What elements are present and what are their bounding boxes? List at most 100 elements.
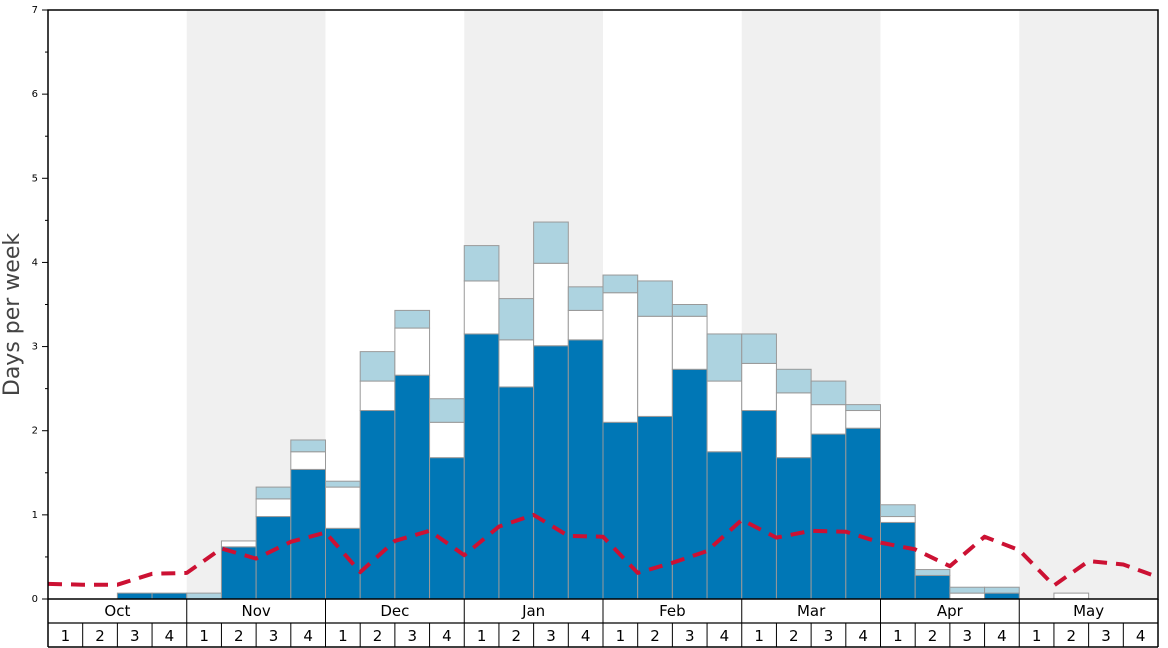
bar-top-segment: [671, 304, 708, 317]
week-label: 4: [997, 627, 1007, 645]
bar-middle-segment: [1053, 592, 1090, 600]
y-tick-label: 5: [32, 173, 38, 184]
week-label: 1: [1032, 627, 1042, 645]
bar-middle-segment: [567, 309, 604, 341]
bar-top-segment: [810, 380, 847, 406]
bar-top-segment: [290, 439, 326, 453]
bar-middle-segment: [706, 380, 743, 453]
bar-bottom-segment: [463, 333, 500, 600]
y-tick-label: 7: [32, 5, 38, 16]
bar-middle-segment: [845, 410, 881, 429]
month-label-feb: Feb: [659, 602, 686, 620]
bar-middle-segment: [255, 498, 292, 518]
week-label: 3: [130, 627, 140, 645]
week-label: 2: [95, 627, 105, 645]
week-label: 2: [234, 627, 244, 645]
plot-frame: [47, 9, 1159, 600]
week-label: 1: [893, 627, 903, 645]
bar-bottom-segment: [984, 592, 1020, 600]
bar-middle-segment: [949, 592, 986, 600]
average-line-group: [47, 512, 1159, 588]
bar-middle-segment: [671, 315, 708, 370]
month-label-may: May: [1073, 602, 1104, 620]
bar-middle-segment: [359, 380, 396, 412]
bar-top-segment: [533, 221, 569, 264]
y-tick-label: 0: [32, 594, 38, 605]
bar-bottom-segment: [671, 368, 708, 600]
bar-top-segment: [741, 333, 777, 364]
month-label-nov: Nov: [241, 602, 270, 620]
bar-bottom-segment: [567, 339, 604, 600]
bar-middle-segment: [637, 315, 673, 417]
bar-bottom-segment: [741, 410, 777, 600]
week-label: 4: [720, 627, 730, 645]
week-label: 2: [928, 627, 938, 645]
bar-middle-segment: [325, 486, 361, 529]
bar-middle-segment: [220, 540, 257, 548]
week-label: 1: [477, 627, 487, 645]
bar-top-segment: [186, 592, 222, 600]
bar-bottom-segment: [810, 433, 847, 600]
y-tick-label: 3: [32, 342, 38, 353]
week-label: 1: [199, 627, 209, 645]
week-label: 3: [685, 627, 695, 645]
bar-top-segment: [775, 368, 812, 394]
bar-bottom-segment: [880, 521, 916, 600]
y-tick-label: 4: [32, 257, 38, 268]
average-line: [47, 512, 1159, 588]
bar-bottom-segment: [220, 546, 257, 600]
bar-middle-segment: [602, 292, 639, 423]
bar-top-segment: [498, 298, 535, 341]
bar-top-segment: [637, 280, 673, 317]
bar-bottom-segment: [637, 415, 673, 600]
bar-middle-segment: [533, 262, 569, 347]
bar-bottom-segment: [359, 410, 396, 600]
bar-top-segment: [914, 569, 951, 576]
bar-top-segment: [949, 586, 986, 594]
bar-middle-segment: [775, 392, 812, 459]
week-label: 4: [442, 627, 452, 645]
week-label: 3: [1101, 627, 1111, 645]
bar-top-segment: [567, 286, 604, 311]
week-label: 1: [61, 627, 71, 645]
bars: [116, 221, 1090, 600]
week-label: 1: [754, 627, 764, 645]
bar-bottom-segment: [845, 427, 881, 600]
bar-top-segment: [602, 274, 639, 294]
week-label: 4: [581, 627, 591, 645]
bar-middle-segment: [741, 362, 777, 412]
bar-middle-segment: [498, 339, 535, 388]
week-label: 3: [269, 627, 279, 645]
week-label: 4: [858, 627, 868, 645]
bar-middle-segment: [810, 404, 847, 435]
bar-bottom-segment: [116, 592, 153, 600]
bar-bottom-segment: [151, 592, 188, 600]
week-label: 2: [1067, 627, 1077, 645]
bar-bottom-segment: [602, 421, 639, 600]
week-label: 4: [1136, 627, 1146, 645]
bar-bottom-segment: [775, 457, 812, 600]
bar-top-segment: [984, 586, 1020, 594]
month-label-jan: Jan: [521, 602, 545, 620]
month-band-may: [1019, 10, 1158, 599]
bar-top-segment: [255, 486, 292, 500]
week-label: 3: [824, 627, 834, 645]
bar-top-segment: [325, 480, 361, 488]
bar-middle-segment: [429, 421, 465, 459]
bar-middle-segment: [290, 451, 326, 470]
week-label: 2: [373, 627, 383, 645]
month-label-mar: Mar: [797, 602, 826, 620]
bar-bottom-segment: [429, 457, 465, 600]
bar-middle-segment: [394, 327, 431, 376]
week-label: 3: [962, 627, 972, 645]
week-label: 4: [165, 627, 175, 645]
week-label: 2: [789, 627, 799, 645]
bar-middle-segment: [880, 516, 916, 523]
y-tick-label: 2: [32, 426, 38, 437]
x-axis: Oct 1 2 3 4 Nov 1 2 3 4 Dec 1 2 3 4 Jan 1 2 3 4 Feb 1 2 3 4 Mar 1 2…: [47, 599, 1159, 648]
bar-top-segment: [394, 309, 431, 329]
month-label-dec: Dec: [380, 602, 409, 620]
y-axis-label: Days per week: [0, 233, 25, 396]
week-label: 2: [512, 627, 522, 645]
